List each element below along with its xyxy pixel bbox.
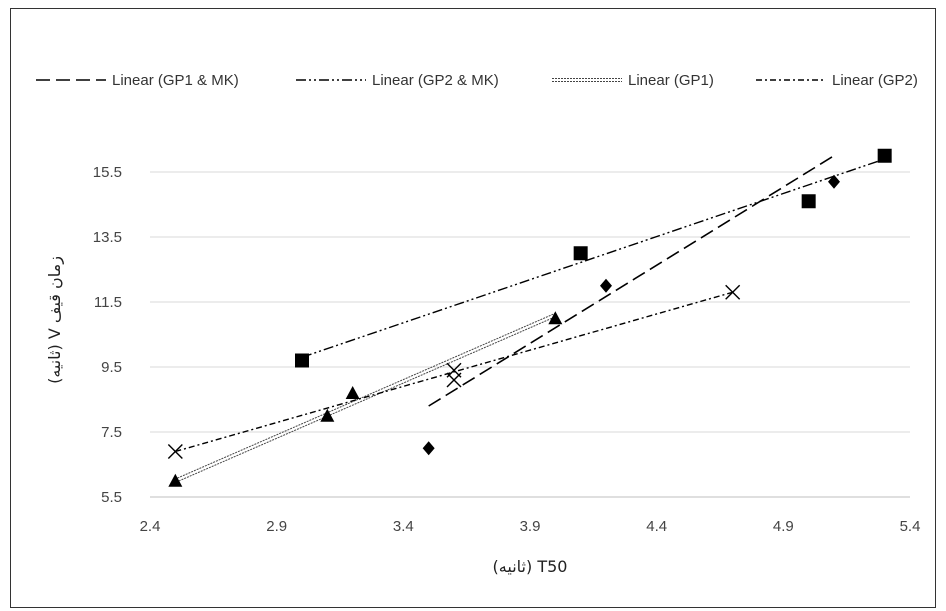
- legend-entry: Linear (GP2 & MK): [296, 72, 499, 89]
- triangle-point: [168, 473, 183, 487]
- triangle-point: [548, 311, 563, 325]
- x-point: [446, 362, 462, 378]
- x-point: [167, 444, 183, 459]
- legend-label: Linear (GP2 & MK): [372, 72, 499, 89]
- diamond-point: [600, 278, 612, 293]
- trendlines: [174, 155, 885, 483]
- legend-entry: Linear (GP1): [552, 72, 714, 89]
- tick-labels: 5.5 7.5 9.5 11.5 13.5 15.5 2.4 2.9 3.4 3.9 4.4 4.9 5…: [93, 164, 921, 535]
- x-tick-label: 4.4: [646, 518, 667, 535]
- triangle-point: [320, 408, 335, 422]
- y-tick-label: 11.5: [94, 294, 122, 311]
- legend-entry: Linear (GP2): [756, 72, 918, 89]
- x-axis-title: T50 (ثانیه): [493, 557, 568, 576]
- x-tick-label: 4.9: [773, 518, 794, 535]
- y-tick-label: 7.5: [101, 424, 122, 441]
- legend: Linear (GP1 & MK) Linear (GP2 & MK) Linear…: [36, 72, 918, 89]
- legend-label: Linear (GP1): [628, 72, 714, 89]
- triangle-point: [345, 386, 360, 399]
- x-tick-label: 3.4: [393, 518, 414, 535]
- square-point: [877, 148, 892, 163]
- x-tick-label: 5.4: [900, 518, 921, 535]
- data-points: [167, 148, 892, 487]
- x-tick-label: 2.4: [140, 518, 161, 535]
- diamond-point: [828, 174, 840, 189]
- x-tick-label: 3.9: [520, 518, 541, 535]
- diamond-point: [422, 441, 435, 456]
- y-axis-title: زمان قیف V (ثانیه): [45, 256, 65, 384]
- y-tick-label: 9.5: [101, 359, 122, 376]
- x-tick-label: 2.9: [266, 518, 287, 535]
- square-point: [801, 194, 816, 209]
- trendline: [301, 158, 885, 358]
- square-point: [573, 246, 588, 261]
- trendline: [175, 291, 733, 453]
- trendline: [175, 316, 557, 483]
- y-tick-label: 13.5: [93, 229, 122, 246]
- gridlines: [150, 171, 910, 433]
- y-tick-label: 5.5: [101, 489, 122, 506]
- x-point: [725, 284, 741, 300]
- legend-entry: Linear (GP1 & MK): [36, 72, 239, 89]
- legend-label: Linear (GP2): [832, 72, 918, 89]
- trendline: [428, 155, 835, 407]
- square-point: [295, 353, 309, 368]
- y-tick-label: 15.5: [93, 164, 122, 181]
- legend-label: Linear (GP1 & MK): [112, 72, 239, 89]
- trendline: [174, 313, 555, 480]
- chart-frame: [10, 8, 936, 608]
